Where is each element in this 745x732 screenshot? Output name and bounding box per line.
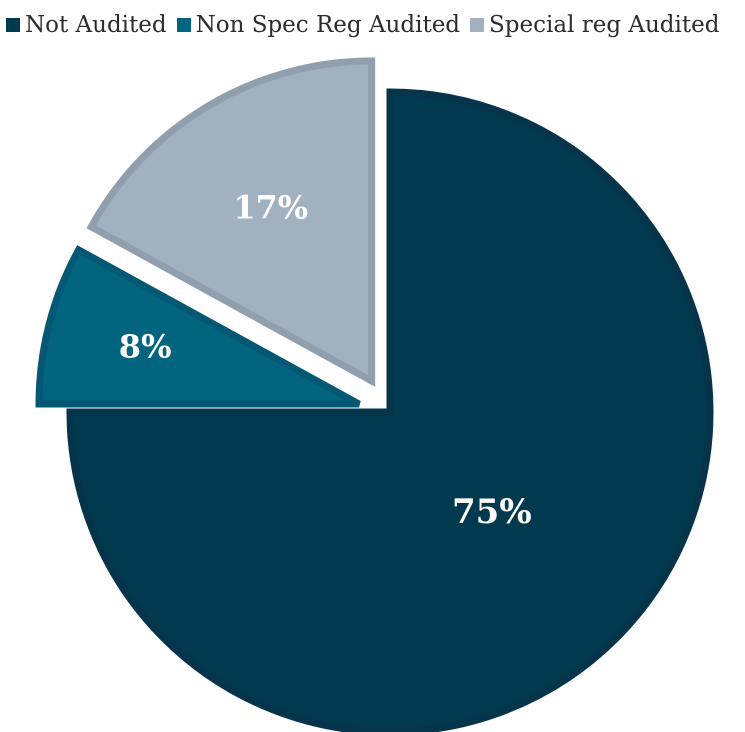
legend-label-non-spec-reg-audited: Non Spec Reg Audited bbox=[195, 12, 461, 38]
legend-swatch-not-audited bbox=[6, 18, 20, 32]
pie-data-labels: 75% 8% 17% bbox=[119, 189, 532, 532]
legend-swatch-special-reg-audited bbox=[470, 18, 485, 32]
data-label-special-reg-audited: 17% bbox=[233, 189, 308, 227]
pie-slice-not-audited bbox=[66, 88, 714, 732]
legend-label-not-audited: Not Audited bbox=[25, 12, 167, 38]
legend-item-non-spec-reg-audited: Non Spec Reg Audited bbox=[176, 8, 461, 42]
pie-slice-non-spec-reg-audited bbox=[35, 245, 361, 408]
data-label-not-audited: 75% bbox=[452, 492, 532, 532]
legend-item-not-audited: Not Audited bbox=[6, 8, 167, 42]
legend-swatch-non-spec-reg-audited bbox=[176, 18, 191, 32]
legend-item-special-reg-audited: Special reg Audited bbox=[470, 8, 719, 42]
data-label-non-spec-reg-audited: 8% bbox=[119, 328, 172, 366]
pie-slices bbox=[35, 57, 714, 732]
legend-label-special-reg-audited: Special reg Audited bbox=[489, 12, 720, 38]
legend: Not Audited Non Spec Reg Audited Special… bbox=[6, 8, 719, 42]
pie-slice-special-reg-audited bbox=[86, 57, 376, 387]
